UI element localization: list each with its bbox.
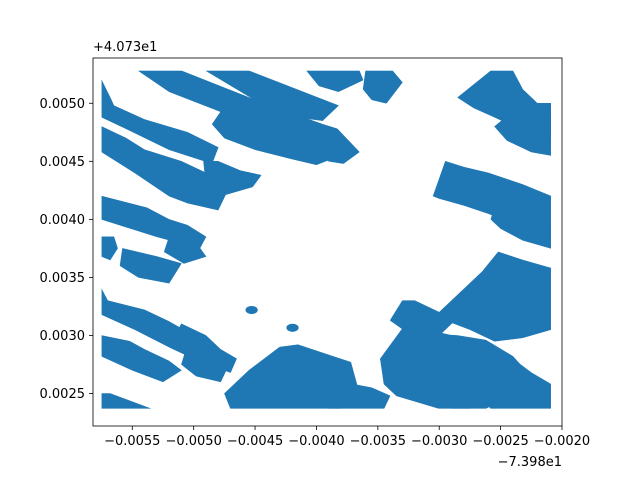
y-tick-label: 0.0045	[40, 155, 86, 170]
y-tick-label: 0.0050	[40, 97, 86, 112]
x-tick-label: −0.0055	[104, 434, 160, 449]
x-tick-label: −0.0050	[165, 434, 221, 449]
x-offset-label: −7.398e1	[498, 455, 562, 470]
x-tick-label: −0.0035	[350, 434, 406, 449]
marker-round-west	[245, 305, 258, 315]
block-top-strip-right	[306, 70, 364, 92]
block-bottom-center-right	[328, 379, 391, 409]
block-bottom-right-west	[389, 300, 459, 340]
block-left-middle	[101, 126, 231, 211]
block-left-mid-lower	[163, 236, 207, 264]
block-left-middle-right	[203, 161, 262, 197]
y-tick-label: 0.0030	[40, 329, 86, 344]
block-bottom-left-corner	[101, 393, 151, 409]
x-tick-label: −0.0045	[227, 434, 283, 449]
y-tick-label: 0.0025	[40, 387, 86, 402]
block-left-top	[101, 79, 219, 164]
block-left-west	[101, 195, 207, 249]
buildings-layer	[101, 70, 551, 409]
block-left-southwest	[119, 248, 182, 284]
x-tick-label: −0.0030	[411, 434, 467, 449]
block-right-big	[438, 251, 551, 342]
x-tick-label: −0.0020	[534, 434, 590, 449]
y-tick-label: 0.0040	[40, 213, 86, 228]
block-left-bottom	[101, 335, 182, 383]
y-offset-label: +4.073e1	[93, 40, 157, 55]
markers-layer	[245, 305, 299, 332]
block-top-small-right	[362, 70, 403, 104]
block-bottom-right-main	[380, 323, 516, 409]
x-tick-label: −0.0025	[472, 434, 528, 449]
marker-round-east	[286, 323, 299, 332]
block-left-stub	[101, 236, 118, 261]
block-bottom-center	[224, 344, 360, 409]
block-top-center-lower	[211, 97, 332, 166]
x-axis: −0.0055 −0.0050 −0.0045 −0.0040 −0.0035 −0.00…	[104, 426, 590, 449]
block-right-middle	[490, 207, 551, 249]
block-left-bottom-right	[181, 344, 231, 383]
x-tick-label: −0.0040	[288, 434, 344, 449]
y-tick-label: 0.0035	[40, 271, 86, 286]
block-right-upper	[494, 103, 551, 156]
y-axis: 0.0025 0.0030 0.0035 0.0040 0.0045 0.0050	[40, 97, 93, 402]
axes-frame	[92, 57, 563, 427]
